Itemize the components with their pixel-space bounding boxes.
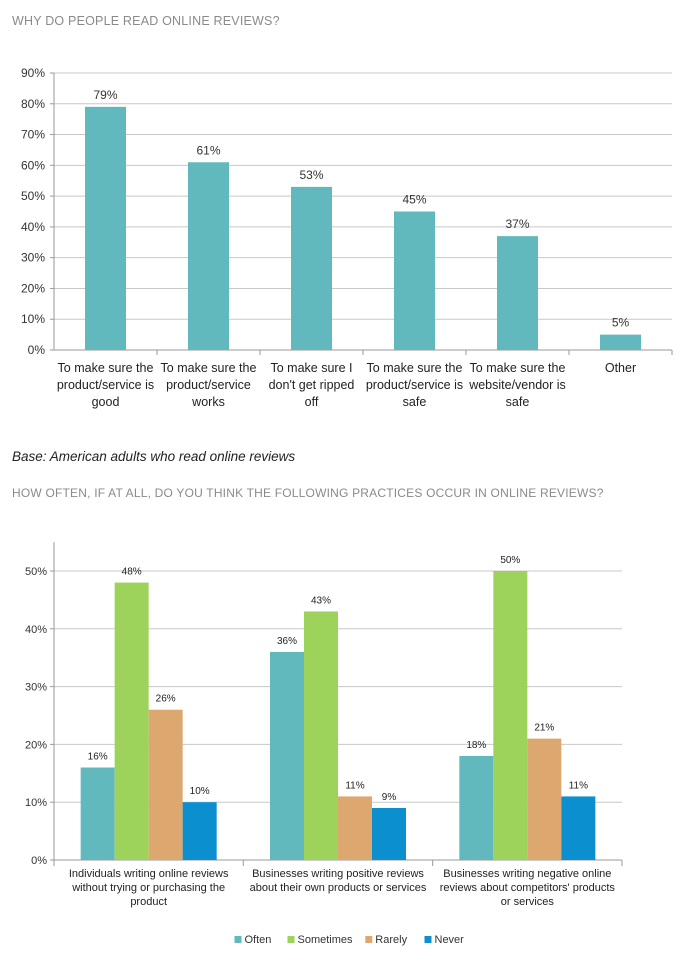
legend-label: Sometimes [298,934,354,946]
legend-label: Often [245,934,272,946]
chart2-title: HOW OFTEN, IF AT ALL, DO YOU THINK THE F… [12,486,604,500]
bar-data-label: 48% [122,567,142,578]
x-category-label: good [92,395,120,409]
legend-swatch [234,936,242,943]
x-category-label: To make sure the [58,361,154,375]
x-category-label: don't get ripped [269,378,355,392]
x-category-label: To make sure the [367,361,463,375]
bar [497,236,538,350]
y-tick-label: 0% [28,343,46,357]
bar [600,334,641,350]
bar-sometimes [114,582,149,860]
bar-data-label: 37% [505,217,529,231]
bar-data-label: 5% [612,316,630,330]
legend-swatch [424,936,432,943]
bar-never [561,796,596,860]
bar-data-label: 11% [345,780,364,791]
bar [188,162,229,350]
chart1-title: WHY DO PEOPLE READ ONLINE REVIEWS? [12,14,280,28]
bar-sometimes [304,611,338,860]
y-tick-label: 50% [21,189,45,203]
y-tick-label: 10% [21,312,45,326]
x-category-label: Other [605,361,636,375]
x-category-label: product/service [166,378,251,392]
bar [394,211,435,350]
y-tick-label: 10% [25,797,47,809]
x-category-label: product/service is [57,378,154,392]
x-category-label: off [305,395,319,409]
legend-swatch [365,936,373,943]
bar-never [182,802,217,860]
bar-rarely [527,738,562,860]
bar-rarely [338,796,372,860]
bar [85,106,126,350]
bar-data-label: 21% [534,723,554,734]
y-tick-label: 30% [21,251,45,265]
bar-often [459,755,494,860]
bar-data-label: 43% [311,595,331,606]
y-tick-label: 90% [21,66,45,80]
x-category-label: Businesses writing negative online [443,868,611,880]
x-category-label: website/vendor is [468,378,566,392]
bar-data-label: 10% [190,786,210,797]
y-tick-label: 60% [21,158,45,172]
bar-data-label: 18% [466,740,486,751]
x-category-label: works [191,395,225,409]
reasons-bar-chart: 0% 10% 20% 30% 40% 50% 60% 70% 80% 90% 79% To make … [21,66,673,409]
bar-often [80,767,115,860]
bar-data-label: 79% [93,88,117,102]
x-category-label: Businesses writing positive reviews [252,868,424,880]
bar-rarely [148,709,183,860]
bar-data-label: 16% [88,752,108,763]
bar-data-label: 36% [277,636,297,647]
y-tick-label: 20% [25,739,47,751]
y-tick-label: 70% [21,128,45,142]
legend-item-never: Never [424,934,465,946]
bar-data-label: 50% [500,555,520,566]
legend-label: Never [435,934,465,946]
legend-swatch [287,936,295,943]
bar-data-label: 53% [299,168,323,182]
legend-item-rarely: Rarely [365,934,408,946]
x-category-label: Individuals writing online reviews [69,868,229,880]
y-tick-label: 40% [21,220,45,234]
y-tick-label: 0% [31,855,47,867]
legend-item-often: Often [234,934,272,946]
x-category-label: To make sure I [271,361,353,375]
y-tick-label: 30% [25,682,47,694]
bar-data-label: 61% [196,143,220,157]
y-tick-label: 80% [21,97,45,111]
x-category-label: safe [506,395,530,409]
x-category-label: reviews about competitors' products [440,882,616,894]
y-tick-label: 20% [21,281,45,295]
bar-data-label: 45% [402,193,426,207]
x-category-label: product [130,896,167,908]
y-tick-label: 40% [25,624,47,636]
x-category-label: product/service is [366,378,463,392]
bar-data-label: 9% [382,792,397,803]
x-category-label: or services [501,896,555,908]
bar-data-label: 11% [569,780,588,791]
legend-label: Rarely [375,934,407,946]
x-category-label: To make sure the [161,361,257,375]
x-category-label: about their own products or services [250,882,427,894]
base-note: Base: American adults who read online re… [12,449,296,464]
x-category-label: To make sure the [470,361,566,375]
bar-often [270,651,304,860]
bar-never [372,807,406,860]
y-tick-label: 50% [25,566,47,578]
legend-item-sometimes: Sometimes [287,934,354,946]
x-category-label: without trying or purchasing the [71,882,225,894]
bar [291,186,332,350]
x-category-label: safe [403,395,427,409]
bar-sometimes [493,571,528,860]
bar-data-label: 26% [156,694,176,705]
